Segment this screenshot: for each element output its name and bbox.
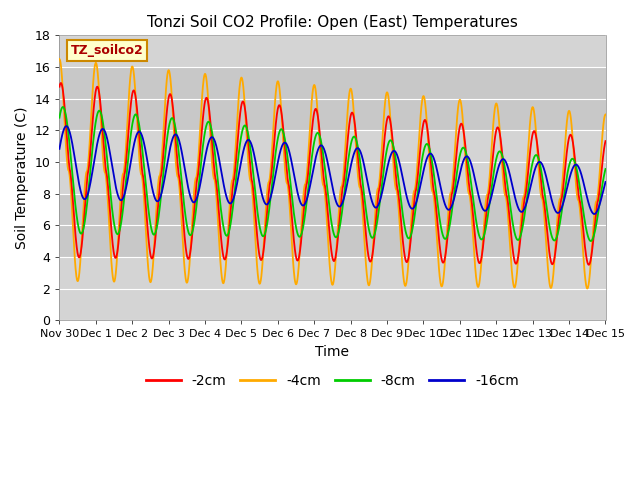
Y-axis label: Soil Temperature (C): Soil Temperature (C) — [15, 107, 29, 249]
Bar — [60, 194, 605, 257]
X-axis label: Time: Time — [316, 345, 349, 359]
Bar — [60, 67, 605, 131]
Title: Tonzi Soil CO2 Profile: Open (East) Temperatures: Tonzi Soil CO2 Profile: Open (East) Temp… — [147, 15, 518, 30]
Legend: -2cm, -4cm, -8cm, -16cm: -2cm, -4cm, -8cm, -16cm — [140, 368, 525, 393]
Text: TZ_soilco2: TZ_soilco2 — [70, 44, 143, 57]
